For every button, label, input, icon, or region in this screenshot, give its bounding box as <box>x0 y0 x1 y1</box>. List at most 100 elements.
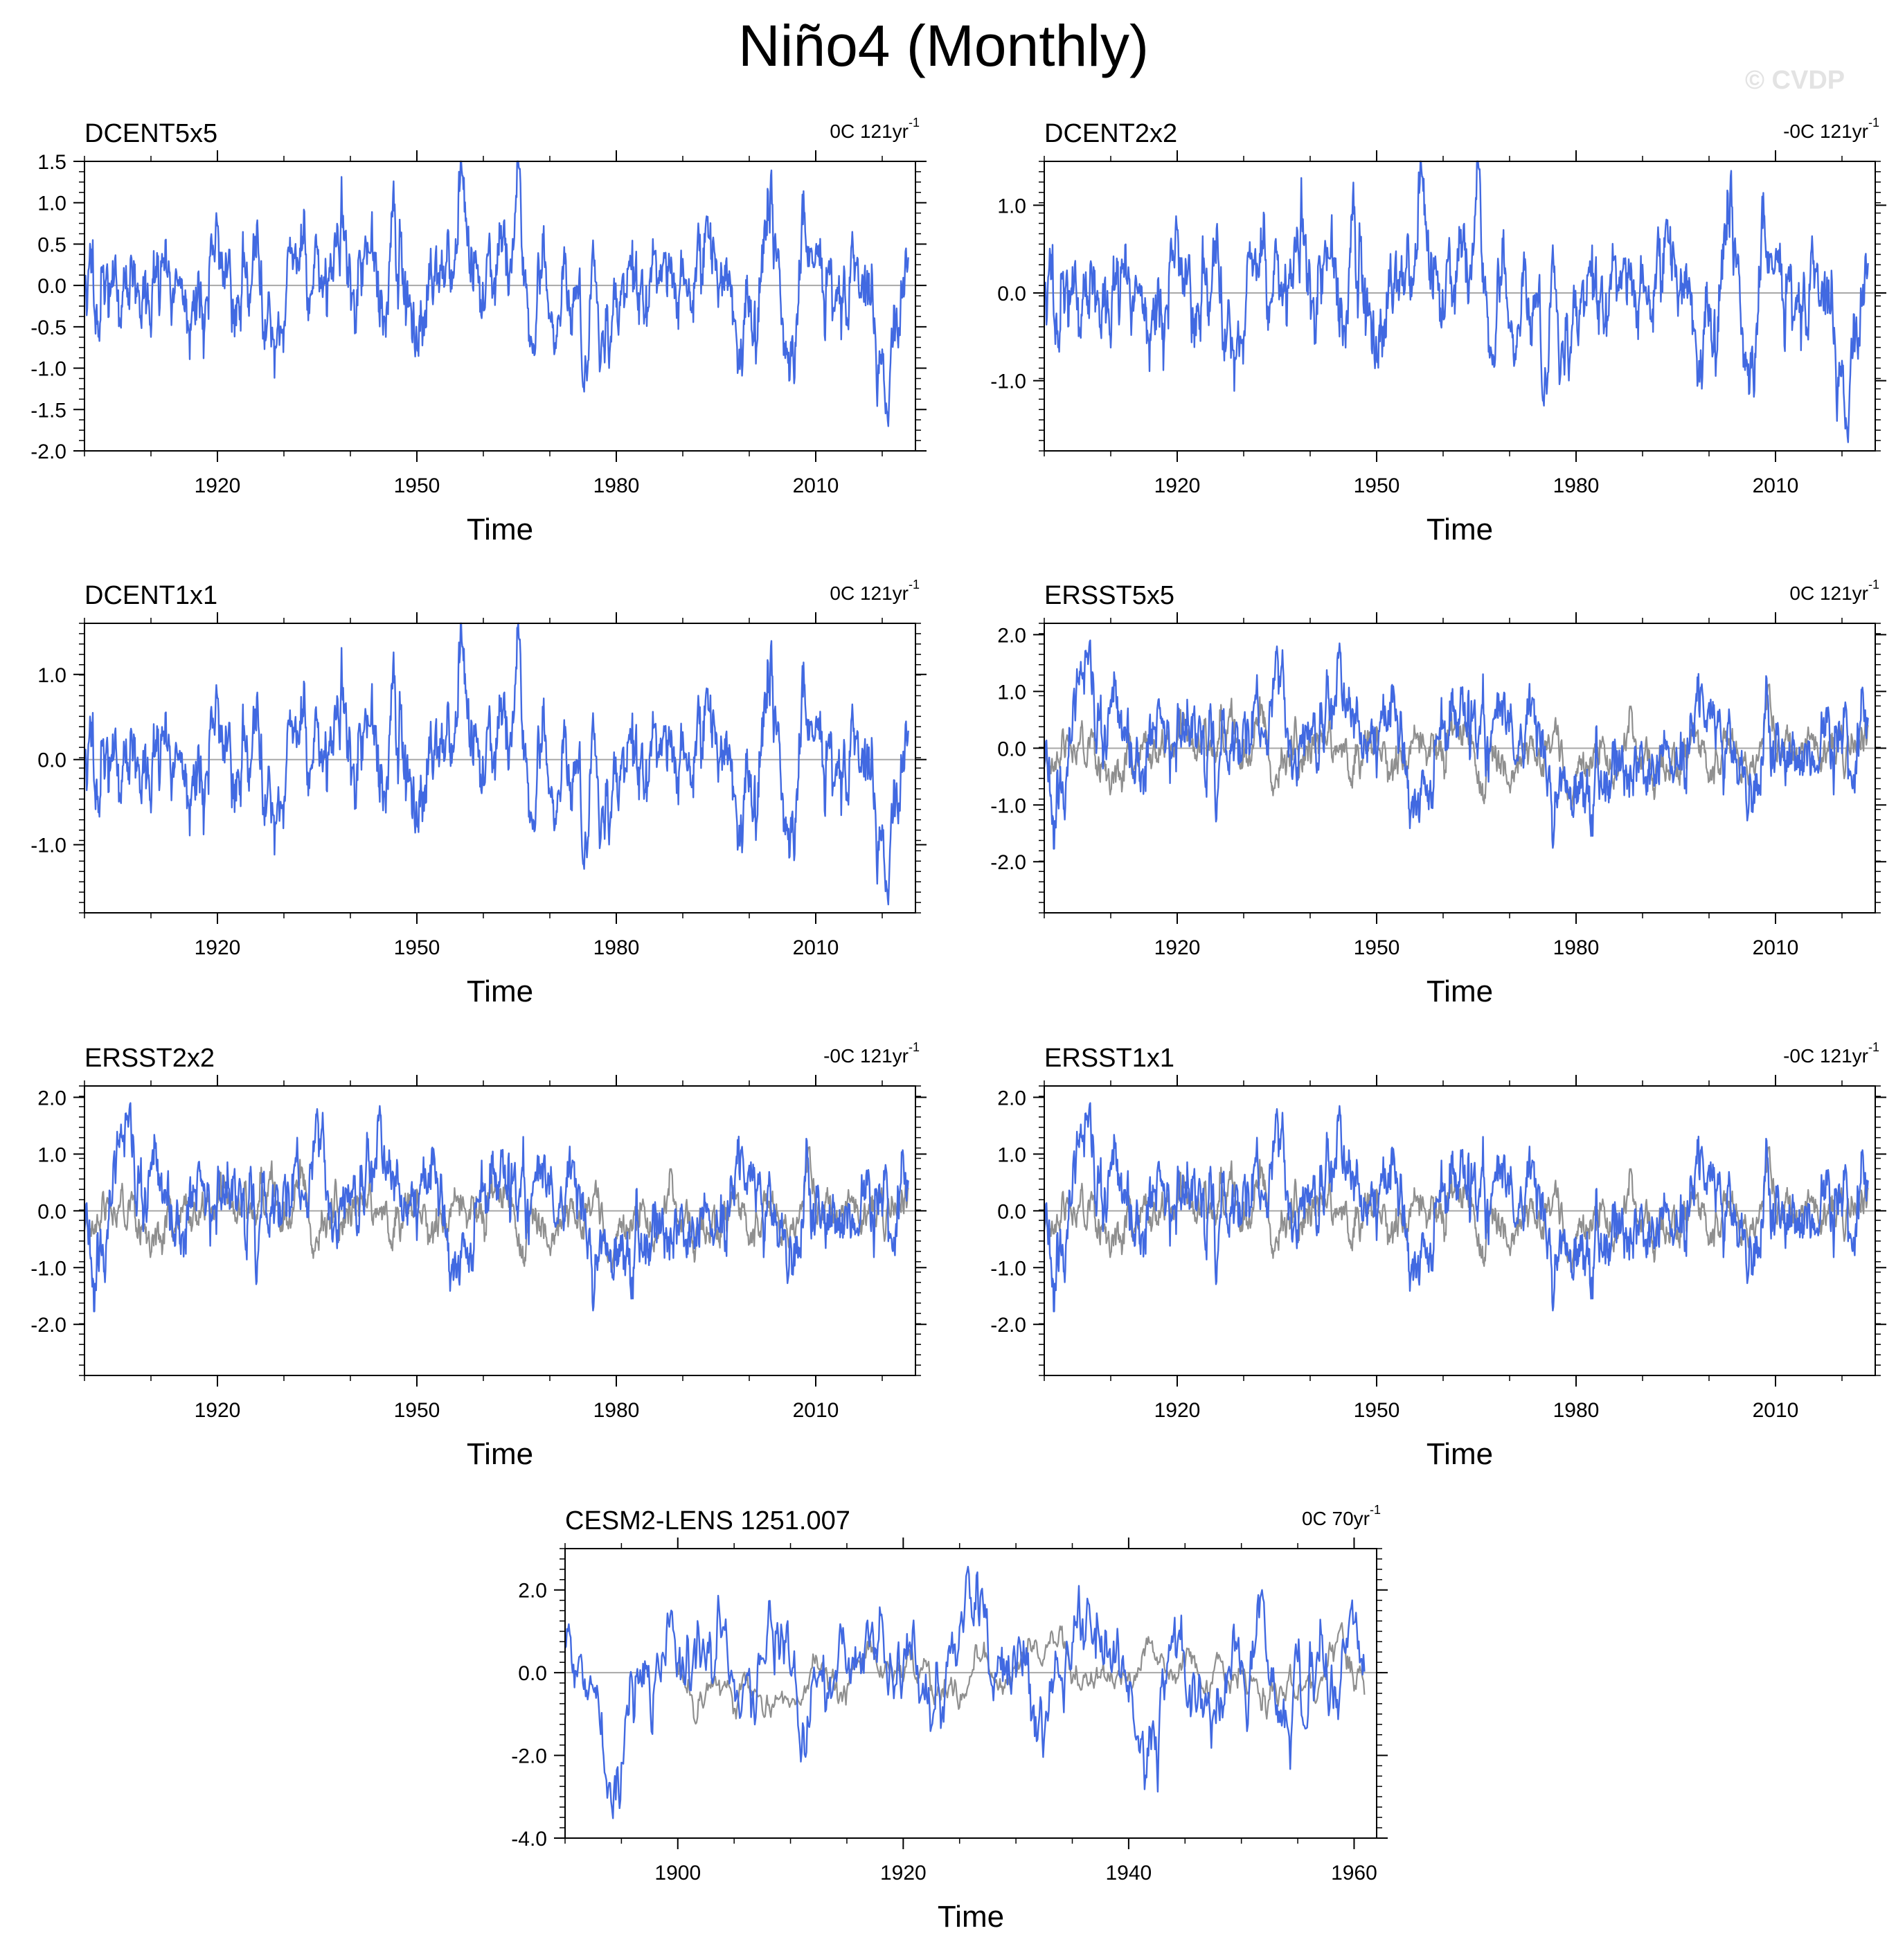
y-tick-label: 0.0 <box>518 1662 547 1685</box>
x-tick-label: 1950 <box>1354 474 1400 497</box>
panel-title: DCENT5x5 <box>84 119 217 148</box>
trend-label-exponent: -1 <box>1868 578 1879 591</box>
series-line <box>1044 160 1869 443</box>
y-tick-label: 0.0 <box>37 1200 66 1223</box>
x-tick-label: 1920 <box>195 1399 241 1422</box>
trend-label: 0C 70yr <box>1302 1508 1370 1529</box>
trend-label: -0C 121yr <box>1783 1045 1868 1067</box>
x-tick-label: 2010 <box>1753 474 1799 497</box>
y-tick-label: -2.0 <box>30 440 66 463</box>
x-tick-label: 2010 <box>793 1399 839 1422</box>
x-tick-label: 1920 <box>1154 936 1201 959</box>
trend-label-exponent: -1 <box>1370 1503 1381 1517</box>
trend-label-exponent: -1 <box>909 116 920 130</box>
x-tick-label: 1920 <box>1154 1399 1201 1422</box>
x-axis-label: Time <box>1427 513 1493 546</box>
series-line <box>1043 639 1869 850</box>
y-tick-label: 1.0 <box>37 664 66 687</box>
x-axis-label: Time <box>1427 1437 1493 1471</box>
y-tick-label: 0.0 <box>997 1200 1026 1223</box>
y-tick-label: 1.0 <box>997 681 1026 704</box>
trend-label: 0C 121yr <box>830 121 909 142</box>
x-tick-label: 1980 <box>1553 936 1600 959</box>
x-tick-label: 2010 <box>793 474 839 497</box>
panel-title: ERSST5x5 <box>1044 581 1174 610</box>
x-axis-label: Time <box>467 974 533 1008</box>
x-tick-label: 1980 <box>593 936 640 959</box>
y-tick-label: 0.0 <box>997 738 1026 760</box>
x-tick-label: 1980 <box>593 1399 640 1422</box>
panel-3: DCENT1x1 0C 121yr -1 1.0 0.0 -1.0 1920 1950 1980… <box>30 578 927 1008</box>
y-tick-label: 2.0 <box>997 624 1026 647</box>
trend-label: 0C 121yr <box>830 582 909 604</box>
panel-4: ERSST5x5 0C 121yr -1 2.0 1.0 0.0 -1.0 -2.0 1920 1… <box>990 578 1886 1008</box>
trend-label-exponent: -1 <box>909 1040 920 1054</box>
x-axis-label: Time <box>938 1900 1004 1934</box>
panel-6: ERSST1x1 -0C 121yr -1 2.0 1.0 0.0 -1.0 -2.0 1920… <box>990 1040 1886 1471</box>
x-tick-label: 1950 <box>394 474 440 497</box>
trend-label: -0C 121yr <box>823 1045 909 1067</box>
series-line <box>1043 1146 1869 1272</box>
x-tick-label: 1950 <box>1354 1399 1400 1422</box>
x-axis-label: Time <box>467 513 533 546</box>
x-tick-label: 1900 <box>654 1862 701 1885</box>
x-tick-label: 1920 <box>1154 474 1201 497</box>
x-tick-label: 1940 <box>1106 1862 1152 1885</box>
y-tick-label: 2.0 <box>37 1087 66 1110</box>
y-tick-label: 1.0 <box>997 195 1026 217</box>
x-axis-label: Time <box>467 1437 533 1471</box>
watermark: © CVDP <box>1745 66 1845 95</box>
trend-label-exponent: -1 <box>909 578 920 591</box>
y-tick-label: -1.0 <box>990 794 1026 817</box>
panel-5: ERSST2x2 -0C 121yr -1 2.0 1.0 0.0 -1.0 -2.0 1920… <box>30 1040 927 1471</box>
y-tick-label: 2.0 <box>518 1580 547 1603</box>
x-tick-label: 1980 <box>1553 474 1600 497</box>
trend-label: 0C 121yr <box>1789 582 1868 604</box>
series-line <box>1043 683 1869 810</box>
panel-2: DCENT2x2 -0C 121yr -1 1.0 0.0 -1.0 1920 1950 198… <box>990 116 1886 546</box>
panel-title: DCENT2x2 <box>1044 119 1177 148</box>
x-tick-label: 1920 <box>195 936 241 959</box>
x-tick-label: 2010 <box>1753 936 1799 959</box>
y-tick-label: 1.0 <box>37 193 66 215</box>
y-tick-label: 2.0 <box>997 1087 1026 1110</box>
x-axis-label: Time <box>1427 974 1493 1008</box>
x-tick-label: 2010 <box>1753 1399 1799 1422</box>
x-tick-label: 1920 <box>195 474 241 497</box>
y-tick-label: -1.0 <box>30 1257 66 1280</box>
panel-title: CESM2-LENS 1251.007 <box>565 1506 850 1535</box>
x-tick-label: 1950 <box>1354 936 1400 959</box>
series-line <box>83 1146 909 1272</box>
y-tick-label: -1.0 <box>30 835 66 857</box>
trend-label-exponent: -1 <box>1868 1040 1879 1054</box>
panel-title: DCENT1x1 <box>84 581 217 610</box>
panel-1: DCENT5x5 0C 121yr -1 1.5 1.0 0.5 0.0 -0.5 -1.0 -1… <box>30 116 927 546</box>
y-tick-label: -2.0 <box>990 851 1026 874</box>
y-tick-label: 0.0 <box>997 283 1026 305</box>
y-tick-label: -0.5 <box>30 317 66 339</box>
series-line <box>84 160 909 427</box>
y-tick-label: -2.0 <box>511 1745 547 1768</box>
y-tick-label: -2.0 <box>30 1314 66 1337</box>
y-tick-label: -1.0 <box>30 358 66 381</box>
x-tick-label: 1950 <box>394 1399 440 1422</box>
series-line <box>564 1565 1366 1819</box>
y-tick-label: 0.0 <box>37 275 66 298</box>
y-tick-label: -2.0 <box>990 1314 1026 1337</box>
x-tick-label: 1980 <box>593 474 640 497</box>
series-line <box>1043 1102 1869 1312</box>
x-tick-label: 1920 <box>880 1862 927 1885</box>
y-tick-label: 1.0 <box>997 1143 1026 1166</box>
x-tick-label: 1980 <box>1553 1399 1600 1422</box>
y-tick-label: -1.0 <box>990 371 1026 393</box>
series-line <box>84 622 909 906</box>
x-tick-label: 1950 <box>394 936 440 959</box>
y-tick-label: 1.0 <box>37 1143 66 1166</box>
trend-label-exponent: -1 <box>1868 116 1879 130</box>
y-tick-label: 0.5 <box>37 233 66 256</box>
series-line <box>83 1102 909 1312</box>
trend-label: -0C 121yr <box>1783 121 1868 142</box>
y-tick-label: -1.5 <box>30 399 66 422</box>
x-tick-label: 2010 <box>793 936 839 959</box>
